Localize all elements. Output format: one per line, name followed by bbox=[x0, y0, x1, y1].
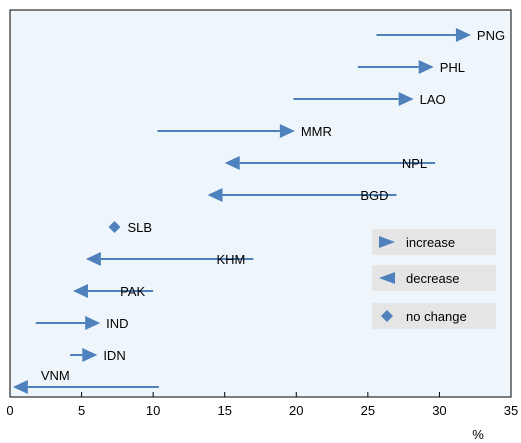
legend-label: increase bbox=[406, 235, 455, 250]
legend-increase-arrowhead bbox=[379, 236, 395, 248]
row-label: MMR bbox=[301, 124, 332, 139]
row-phl: PHL bbox=[357, 60, 465, 75]
row-idn: IDN bbox=[70, 348, 126, 363]
row-mmr: MMR bbox=[157, 124, 332, 139]
row-label: PHL bbox=[440, 60, 465, 75]
x-tick-label: 30 bbox=[432, 403, 446, 418]
x-tick-label: 25 bbox=[361, 403, 375, 418]
row-ind: IND bbox=[35, 316, 129, 331]
row-lao: LAO bbox=[293, 92, 446, 107]
no-change-marker bbox=[108, 221, 121, 233]
row-label: LAO bbox=[420, 92, 446, 107]
arrow-series: PNG PHL LAO MMR NPL BGD SLB KHM PAK IND IDN VNM bbox=[12, 28, 505, 394]
plot-area bbox=[9, 9, 512, 398]
row-slb: SLB bbox=[108, 220, 152, 235]
row-label: NPL bbox=[402, 156, 427, 171]
decrease-arrowhead bbox=[72, 284, 88, 298]
increase-arrowhead bbox=[398, 92, 414, 106]
increase-arrowhead bbox=[455, 28, 471, 42]
x-tick-label: 35 bbox=[504, 403, 518, 418]
legend-item-increase: increase bbox=[372, 229, 496, 255]
row-label: VNM bbox=[41, 368, 70, 383]
row-label: PAK bbox=[120, 284, 145, 299]
legend-item-no-change: no change bbox=[372, 303, 496, 329]
x-axis: 0 5 10 15 20 25 30 35 bbox=[6, 392, 518, 418]
row-label: BGD bbox=[360, 188, 388, 203]
row-label: IND bbox=[106, 316, 128, 331]
legend-decrease-arrowhead bbox=[379, 272, 395, 284]
increase-arrowhead bbox=[418, 60, 434, 74]
legend-diamond-marker bbox=[381, 310, 393, 322]
x-tick-label: 5 bbox=[78, 403, 85, 418]
row-label: SLB bbox=[127, 220, 152, 235]
x-unit-label: % bbox=[472, 427, 484, 442]
x-tick-label: 10 bbox=[146, 403, 160, 418]
x-tick-label: 15 bbox=[217, 403, 231, 418]
legend-item-decrease: decrease bbox=[372, 265, 496, 291]
increase-arrowhead bbox=[279, 124, 295, 138]
legend: increase decrease no change bbox=[372, 229, 496, 329]
row-label: PNG bbox=[477, 28, 505, 43]
x-tick-label: 20 bbox=[289, 403, 303, 418]
decrease-arrowhead bbox=[207, 188, 223, 202]
increase-arrowhead bbox=[82, 348, 98, 362]
legend-label: no change bbox=[406, 309, 467, 324]
row-bgd: BGD bbox=[207, 188, 397, 203]
decrease-arrowhead bbox=[224, 156, 240, 170]
row-pak: PAK bbox=[72, 284, 154, 299]
x-tick-label: 0 bbox=[6, 403, 13, 418]
legend-label: decrease bbox=[406, 271, 459, 286]
increase-arrowhead bbox=[85, 316, 101, 330]
row-label: IDN bbox=[103, 348, 125, 363]
row-khm: KHM bbox=[85, 252, 254, 267]
row-png: PNG bbox=[376, 28, 505, 43]
row-vnm: VNM bbox=[12, 368, 159, 394]
row-npl: NPL bbox=[224, 156, 436, 171]
row-label: KHM bbox=[216, 252, 245, 267]
decrease-arrowhead bbox=[85, 252, 101, 266]
decrease-arrowhead bbox=[12, 380, 28, 394]
